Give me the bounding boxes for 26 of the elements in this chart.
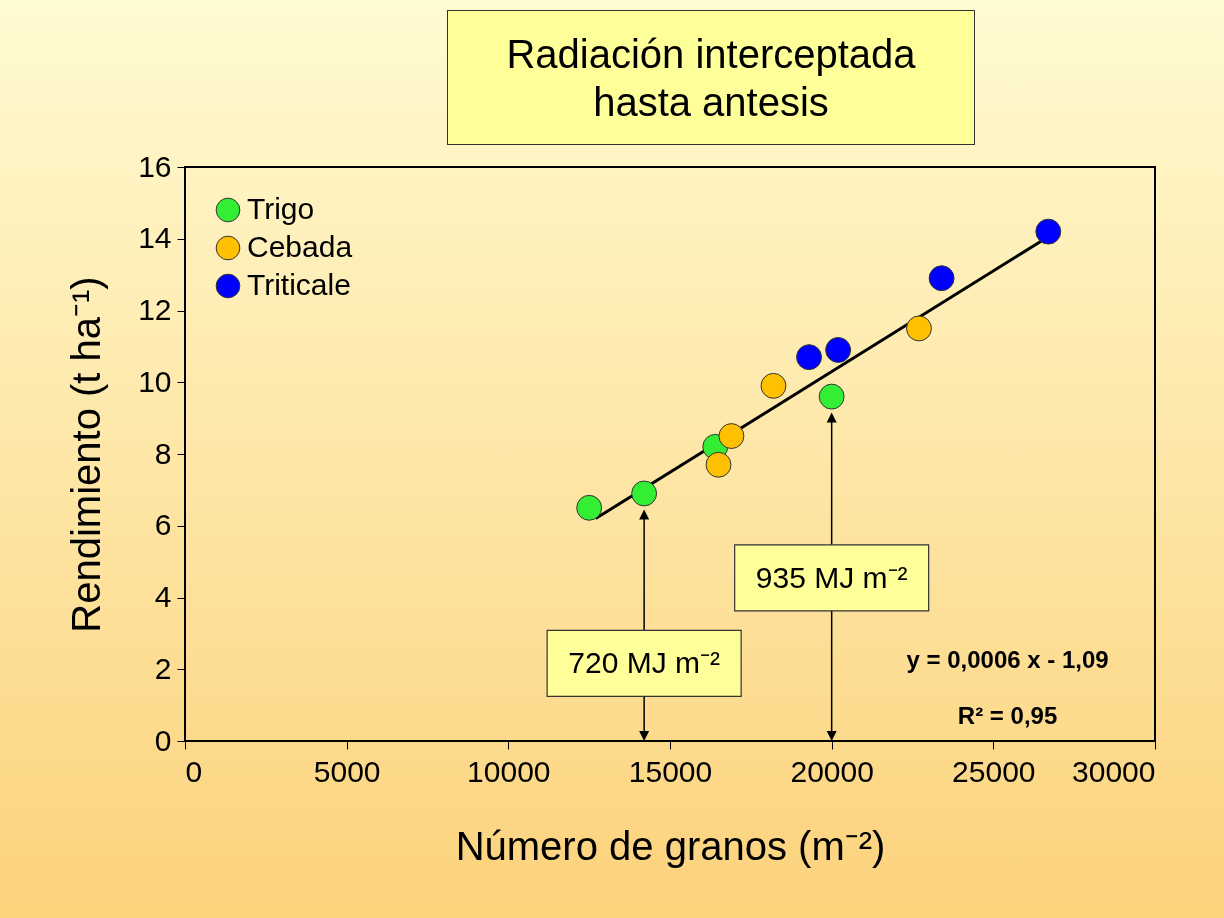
y-tick-label: 2 (154, 651, 172, 685)
legend-label: Trigo (247, 192, 315, 225)
annotation: y = 0,0006 x - 1,09 (906, 646, 1109, 673)
y-tick-label: 14 (138, 221, 172, 255)
legend-label: Cebada (247, 230, 353, 263)
x-tick-label: 20000 (790, 754, 874, 788)
chart-title: Radiación interceptada hasta antesis (447, 10, 975, 145)
y-tick-label: 0 (154, 723, 172, 757)
x-axis-title: Número de granos (m⁻²) (455, 823, 886, 868)
x-tick-label: 0 (185, 754, 203, 788)
x-tick-label: 5000 (313, 754, 381, 788)
y-tick-label: 6 (154, 508, 172, 542)
ref-line-label: 935 MJ m⁻² (755, 560, 908, 594)
x-tick-label: 30000 (1072, 754, 1156, 788)
y-axis-title: Rendimiento (t ha⁻¹) (64, 276, 109, 633)
y-tick-label: 16 (138, 149, 172, 183)
y-tick-label: 12 (138, 293, 172, 326)
x-tick-label: 10000 (467, 754, 551, 788)
legend-label: Triticale (247, 268, 351, 301)
annotation: R² = 0,95 (957, 702, 1058, 729)
y-tick-label: 8 (154, 436, 172, 470)
y-tick-label: 4 (154, 580, 172, 613)
x-tick-label: 25000 (952, 754, 1036, 788)
y-tick-label: 10 (138, 364, 172, 398)
ref-line-label: 720 MJ m⁻² (568, 646, 720, 680)
x-tick-label: 15000 (628, 754, 713, 788)
